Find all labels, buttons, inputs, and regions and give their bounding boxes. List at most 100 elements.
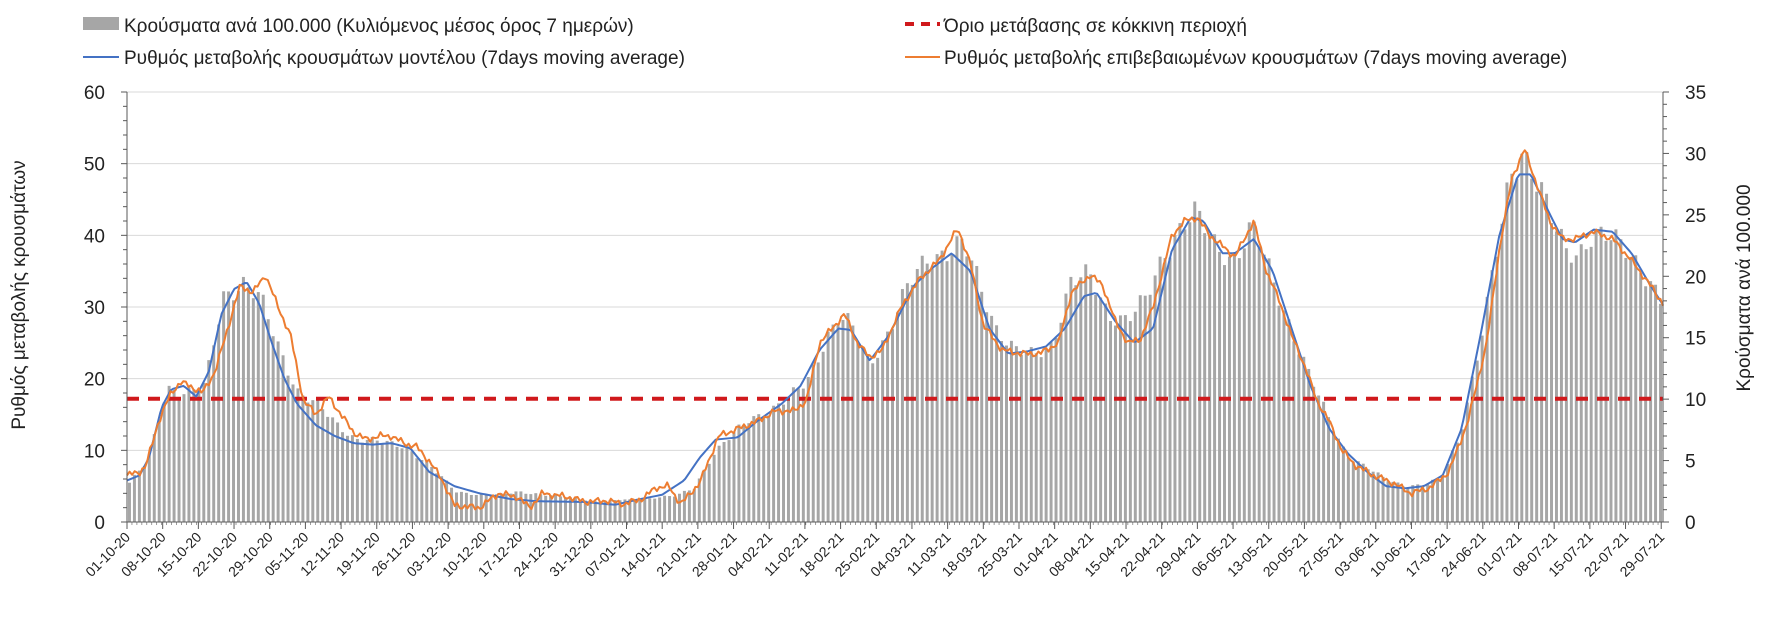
cases-bar xyxy=(405,446,409,522)
cases-bar xyxy=(494,494,498,522)
cases-bar xyxy=(331,417,335,522)
cases-bar xyxy=(450,487,454,522)
cases-bar xyxy=(648,498,652,522)
cases-bar xyxy=(1272,282,1276,522)
cases-bar xyxy=(1297,354,1301,522)
legend-item-confirmed-rate: Ρυθμός μεταβολής επιβεβαιωμένων κρουσμάτ… xyxy=(905,48,1567,69)
cases-bar xyxy=(1490,270,1494,522)
cases-bar xyxy=(1109,321,1113,522)
cases-bar xyxy=(1351,461,1355,522)
cases-bar xyxy=(350,435,354,522)
cases-bar xyxy=(767,415,771,522)
cases-bar xyxy=(1579,244,1583,523)
left-tick-label: 60 xyxy=(84,83,105,104)
cases-bar xyxy=(598,502,602,522)
cases-bar xyxy=(712,454,716,522)
cases-bar xyxy=(1416,484,1420,522)
cases-bar xyxy=(1510,173,1514,523)
cases-bar xyxy=(806,377,810,522)
cases-bar xyxy=(281,355,285,522)
cases-bar xyxy=(1173,235,1177,522)
cases-bar xyxy=(336,422,340,522)
cases-bar xyxy=(222,291,226,522)
right-tick-label: 20 xyxy=(1685,267,1706,288)
cases-bar xyxy=(628,499,632,522)
cases-bar xyxy=(1396,482,1400,522)
cases-bar xyxy=(197,390,201,522)
cases-bar xyxy=(1376,472,1380,522)
cases-bar xyxy=(757,414,761,522)
cases-bar xyxy=(970,260,974,522)
cases-bar xyxy=(826,331,830,522)
cases-bar xyxy=(1629,256,1633,522)
cases-bar xyxy=(841,319,845,522)
cases-bar xyxy=(1406,487,1410,522)
cases-bar xyxy=(1044,347,1048,522)
cases-bar xyxy=(276,341,280,522)
cases-bar xyxy=(410,451,414,522)
cases-bar xyxy=(306,402,310,522)
cases-bar xyxy=(1277,305,1281,522)
cases-bar xyxy=(514,491,518,522)
cases-bar xyxy=(1302,356,1306,522)
legend-label-model-rate: Ρυθμός μεταβολής κρουσμάτων μοντέλου (7d… xyxy=(124,48,685,69)
cases-bar xyxy=(727,440,731,522)
cases-bar xyxy=(1450,450,1454,522)
cases-bar xyxy=(707,463,711,522)
cases-bar xyxy=(618,500,622,522)
cases-bar xyxy=(1322,401,1326,522)
cases-bar xyxy=(1480,335,1484,522)
cases-bar xyxy=(385,440,389,522)
cases-bar xyxy=(1084,264,1088,522)
cases-bar xyxy=(856,342,860,522)
cases-bar xyxy=(1421,485,1425,522)
cases-bar xyxy=(360,442,364,522)
cases-bar xyxy=(519,491,523,522)
cases-bar xyxy=(1441,476,1444,522)
cases-bar xyxy=(876,357,880,522)
cases-bar xyxy=(910,284,914,522)
cases-bar xyxy=(534,493,538,522)
cases-bar xyxy=(554,494,558,522)
cases-bar xyxy=(321,409,325,522)
cases-bar xyxy=(1535,191,1539,522)
cases-bar xyxy=(692,488,696,522)
cases-bar xyxy=(643,498,647,522)
left-tick-label: 0 xyxy=(94,513,105,534)
cases-bar xyxy=(192,389,196,522)
cases-bar xyxy=(1411,485,1415,522)
cases-bar xyxy=(861,346,865,522)
cases-bar xyxy=(256,292,260,522)
right-tick-label: 5 xyxy=(1685,452,1696,473)
cases-bar xyxy=(1445,463,1449,522)
cases-bar xyxy=(1659,303,1663,522)
cases-bar xyxy=(504,493,508,522)
cases-bar xyxy=(1495,256,1499,522)
cases-bar xyxy=(1208,234,1212,522)
cases-bar xyxy=(1341,446,1345,522)
cases-bar xyxy=(568,497,572,522)
cases-bar xyxy=(1203,233,1207,522)
cases-bar xyxy=(1569,262,1573,522)
cases-bar xyxy=(1465,402,1469,522)
cases-bar xyxy=(177,397,181,522)
cases-bar xyxy=(1014,346,1018,522)
cases-bar xyxy=(1475,360,1479,522)
cases-bar xyxy=(1500,223,1504,522)
cases-bar xyxy=(677,493,681,522)
cases-bar xyxy=(341,432,345,522)
cases-bar xyxy=(1460,429,1464,522)
cases-bar xyxy=(1594,230,1598,522)
cases-bar xyxy=(227,291,231,522)
cases-bar xyxy=(261,294,265,522)
legend-label-confirmed-rate: Ρυθμός μεταβολής επιβεβαιωμένων κρουσμάτ… xyxy=(944,48,1567,69)
cases-bar xyxy=(960,238,964,522)
right-tick-label: 15 xyxy=(1685,329,1706,350)
cases-bar xyxy=(613,500,617,522)
x-axis-ticks: 01-10-2008-10-2015-10-2022-10-2029-10-20… xyxy=(82,522,1667,580)
cases-bar xyxy=(1218,251,1222,522)
cases-bar xyxy=(747,423,751,522)
cases-bar xyxy=(167,385,171,522)
cases-bar xyxy=(1554,231,1558,522)
cases-bar xyxy=(1054,337,1058,522)
